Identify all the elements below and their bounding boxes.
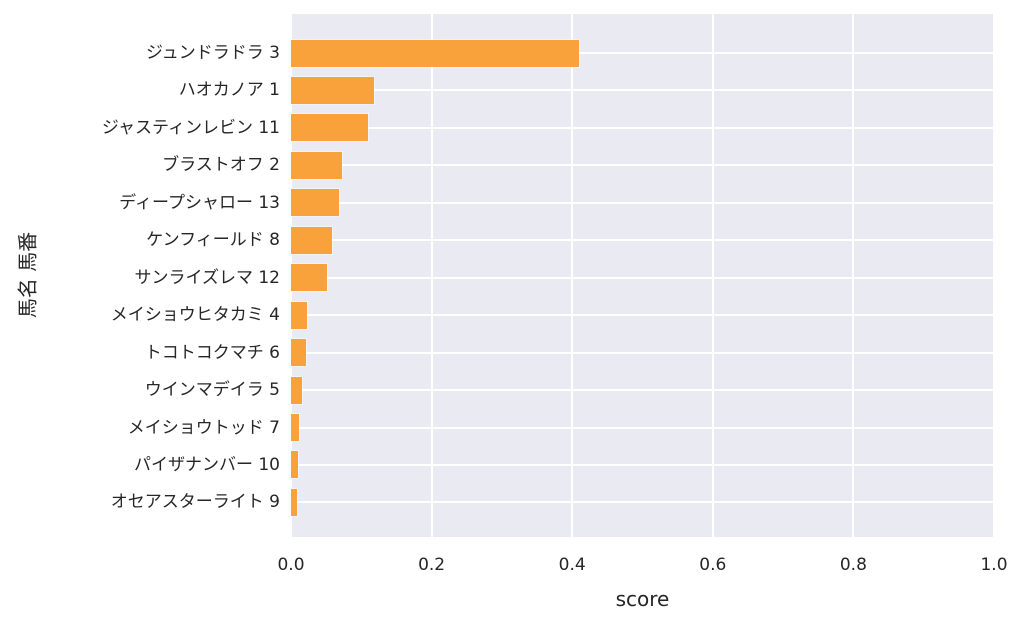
y-tick-label: トコトコクマチ 6 (144, 342, 280, 363)
y-tick-label: ジュンドラドラ 3 (145, 42, 280, 63)
h-gridline (291, 501, 994, 504)
h-gridline (291, 314, 994, 317)
y-tick-label: ジャスティンレビン 11 (101, 117, 280, 138)
x-tick-label: 0.8 (839, 555, 867, 575)
h-gridline (291, 239, 994, 242)
y-tick-label: オセアスターライト 9 (110, 492, 280, 513)
h-gridline (291, 426, 994, 429)
bar (291, 376, 303, 404)
bar (291, 39, 580, 67)
bar (291, 226, 332, 254)
y-tick-label: メイショウヒタカミ 4 (110, 304, 280, 325)
h-gridline (291, 351, 994, 354)
bar (291, 339, 306, 367)
x-tick-label: 0.0 (277, 555, 305, 575)
plot-area (291, 14, 994, 537)
bar (291, 414, 299, 441)
x-tick-label: 1.0 (980, 555, 1008, 575)
v-gridline (711, 14, 714, 537)
y-tick-label: ハオカノア 1 (178, 80, 280, 101)
h-gridline (291, 389, 994, 392)
bar (291, 451, 299, 479)
bar (291, 151, 342, 179)
y-tick-labels: ジュンドラドラ 3 ハオカノア 1 ジャスティンレビン 11 ブラストオフ 2 ディープ… (0, 14, 291, 537)
x-tick-labels: 0.0 0.2 0.4 0.6 0.8 1.0 (277, 555, 1007, 579)
h-gridline (291, 276, 994, 279)
bar (291, 301, 308, 329)
bar (291, 114, 369, 142)
x-axis-label: score (615, 587, 670, 611)
h-gridline (291, 89, 994, 92)
h-gridline (291, 52, 994, 54)
v-gridline (430, 14, 433, 537)
v-gridline (852, 14, 855, 537)
x-tick-label: 0.6 (699, 555, 727, 575)
x-tick-label: 0.2 (418, 555, 446, 575)
bar (291, 189, 339, 217)
h-gridline (291, 164, 994, 167)
y-tick-label: パイザナンバー 10 (133, 454, 280, 475)
y-tick-label: サンライズレマ 12 (134, 267, 280, 288)
y-tick-label: ディープシャロー 13 (119, 192, 280, 213)
h-gridline (291, 201, 994, 204)
v-gridline (571, 14, 574, 537)
v-gridline (993, 14, 994, 537)
y-tick-label: メイショウトッド 7 (127, 417, 280, 438)
bar (291, 264, 327, 292)
y-tick-label: ブラストオフ 2 (162, 155, 280, 176)
h-gridline (291, 463, 994, 466)
x-tick-label: 0.4 (558, 555, 586, 575)
h-gridline (291, 126, 994, 129)
y-tick-label: ケンフィールド 8 (146, 230, 280, 251)
y-tick-label: ウインマデイラ 5 (144, 379, 280, 400)
bar (291, 488, 298, 516)
bar (291, 76, 374, 104)
